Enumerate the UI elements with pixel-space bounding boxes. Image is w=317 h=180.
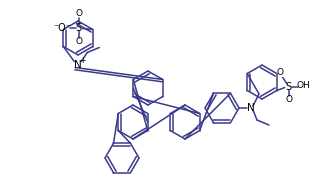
Text: O: O <box>276 68 283 77</box>
Text: S: S <box>76 22 82 33</box>
Text: OH: OH <box>297 81 311 90</box>
Text: +: + <box>79 56 86 65</box>
Text: O: O <box>75 9 82 18</box>
Text: O: O <box>285 95 292 104</box>
Text: S: S <box>286 82 292 91</box>
Text: ⁻O⁻: ⁻O⁻ <box>54 22 72 33</box>
Text: N: N <box>247 103 255 113</box>
Text: O: O <box>75 37 82 46</box>
Text: N: N <box>74 60 82 69</box>
